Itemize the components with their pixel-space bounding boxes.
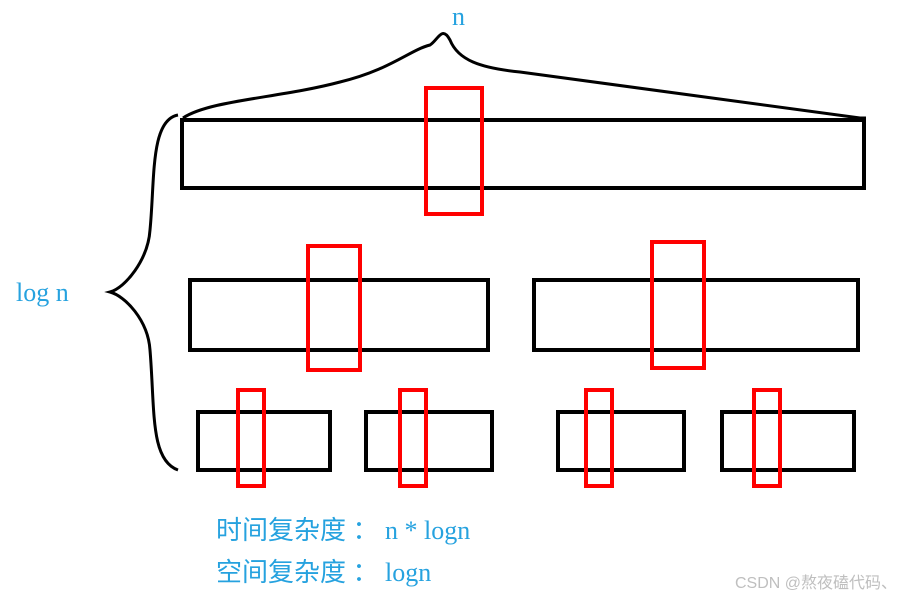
- pivot-marker-box: [752, 388, 782, 488]
- left-brace-path: [110, 115, 178, 470]
- pivot-marker-box: [236, 388, 266, 488]
- array-segment-box: [180, 118, 866, 190]
- pivot-marker-box: [398, 388, 428, 488]
- pivot-marker-box: [306, 244, 362, 372]
- top-brace-path: [183, 34, 866, 118]
- array-segment-box: [364, 410, 494, 472]
- pivot-marker-box: [424, 86, 484, 216]
- pivot-marker-box: [650, 240, 706, 370]
- array-segment-box: [556, 410, 686, 472]
- pivot-marker-box: [584, 388, 614, 488]
- array-segment-box: [720, 410, 856, 472]
